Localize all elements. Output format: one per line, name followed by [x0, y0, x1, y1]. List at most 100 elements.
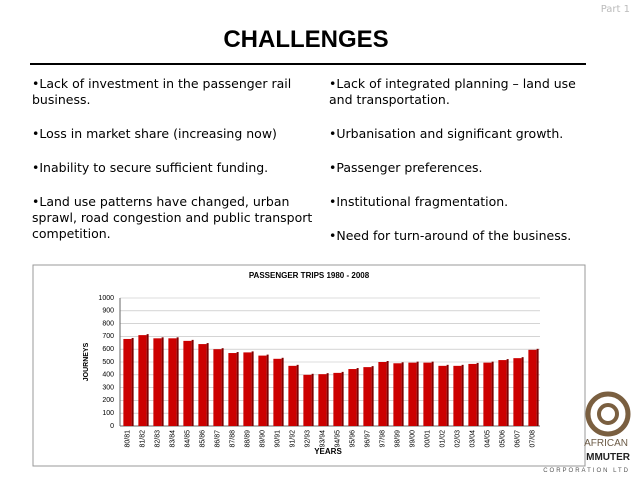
bar: [363, 367, 372, 426]
bar-side: [371, 366, 374, 426]
bar: [468, 363, 477, 426]
x-tick-label: 88/89: [245, 430, 252, 448]
x-tick-label: 93/94: [320, 430, 327, 448]
bar: [198, 344, 207, 426]
logo-text: MMUTER: [586, 452, 631, 463]
chart-title: PASSENGER TRIPS 1980 - 2008: [249, 271, 370, 280]
bar: [183, 340, 192, 426]
x-tick-label: 00/01: [425, 430, 432, 448]
y-tick-label: 0: [110, 423, 114, 430]
x-tick-label: 03/04: [470, 430, 477, 448]
bar: [453, 365, 462, 426]
x-tick-label: 91/92: [290, 430, 297, 448]
bullet: •Institutional fragmentation.: [329, 194, 509, 209]
bar: [423, 362, 432, 426]
bullet: •Passenger preferences.: [329, 160, 483, 175]
y-axis-label: JOURNEYS: [83, 342, 90, 381]
bar-side: [416, 361, 419, 426]
bar-side: [236, 352, 239, 426]
x-tick-label: 87/88: [230, 430, 237, 448]
bar-side: [131, 337, 134, 426]
bar-side: [146, 334, 149, 426]
bar: [123, 338, 132, 426]
left-column: •Lack of investment in the passenger rai…: [32, 76, 324, 260]
x-tick-label: 92/93: [305, 430, 312, 448]
bar: [138, 335, 147, 426]
bar-side: [461, 364, 464, 426]
x-tick-label: 84/85: [185, 430, 192, 448]
x-tick-label: 99/00: [410, 430, 417, 448]
logo: AFRICAN MMUTER CORPORATION LTD: [543, 391, 631, 474]
x-tick-label: 95/96: [350, 430, 357, 448]
bar: [153, 338, 162, 426]
bullet: •Lack of investment in the passenger rai…: [32, 76, 292, 107]
x-axis-label: YEARS: [314, 447, 342, 456]
bar-side: [281, 357, 284, 426]
logo-text: CORPORATION LTD: [543, 468, 630, 474]
y-tick-label: 700: [102, 333, 114, 340]
x-tick-label: 01/02: [440, 430, 447, 448]
bar-side: [296, 364, 299, 426]
bar: [273, 358, 282, 426]
bar-side: [176, 337, 179, 426]
bullet: •Urbanisation and significant growth.: [329, 126, 564, 141]
bar-side: [161, 337, 164, 426]
bar: [498, 360, 507, 426]
y-tick-label: 500: [102, 359, 114, 366]
x-tick-label: 02/03: [455, 430, 462, 448]
bar-side: [521, 357, 524, 426]
y-tick-label: 900: [102, 308, 114, 315]
y-tick-label: 100: [102, 410, 114, 417]
bar: [438, 365, 447, 426]
bar: [348, 369, 357, 426]
x-tick-label: 90/91: [275, 430, 282, 448]
bar-side: [221, 348, 224, 426]
x-tick-label: 80/81: [125, 430, 132, 448]
bar: [333, 372, 342, 426]
bar: [228, 353, 237, 426]
bullet: •Need for turn-around of the business.: [329, 228, 572, 243]
y-tick-label: 1000: [98, 295, 114, 302]
bar-side: [311, 373, 314, 426]
bar-side: [341, 371, 344, 426]
bullet: •Lack of integrated planning – land use …: [329, 76, 576, 107]
x-tick-label: 85/86: [200, 430, 207, 448]
bar: [303, 374, 312, 426]
y-tick-label: 300: [102, 384, 114, 391]
y-tick-label: 400: [102, 372, 114, 379]
bar-side: [536, 348, 539, 426]
bar-side: [506, 359, 509, 426]
x-tick-label: 05/06: [500, 430, 507, 448]
x-tick-label: 97/98: [380, 430, 387, 448]
bar-side: [491, 361, 494, 426]
bar: [513, 358, 522, 426]
bar-side: [386, 361, 389, 426]
slide-title: CHALLENGES: [223, 26, 389, 53]
x-tick-label: 98/99: [395, 430, 402, 448]
bar-side: [191, 339, 194, 426]
bar: [243, 352, 252, 426]
bar: [288, 365, 297, 426]
x-tick-label: 96/97: [365, 430, 372, 448]
bar: [168, 338, 177, 426]
x-tick-label: 86/87: [215, 430, 222, 448]
right-column: •Lack of integrated planning – land use …: [329, 76, 591, 262]
bar: [213, 349, 222, 426]
x-tick-label: 94/95: [335, 430, 342, 448]
bar: [483, 362, 492, 426]
bar-side: [476, 362, 479, 426]
bar-side: [446, 364, 449, 426]
bar: [528, 349, 537, 426]
y-tick-label: 600: [102, 346, 114, 353]
bullet: •Land use patterns have changed, urban s…: [32, 194, 313, 241]
title-rule: [30, 63, 586, 65]
x-tick-label: 89/90: [260, 430, 267, 448]
logo-text: AFRICAN: [584, 438, 628, 449]
bar: [258, 355, 267, 426]
bar: [318, 374, 327, 426]
y-tick-label: 200: [102, 397, 114, 404]
bar-side: [251, 351, 254, 426]
bar: [408, 362, 417, 426]
bar-side: [431, 361, 434, 426]
